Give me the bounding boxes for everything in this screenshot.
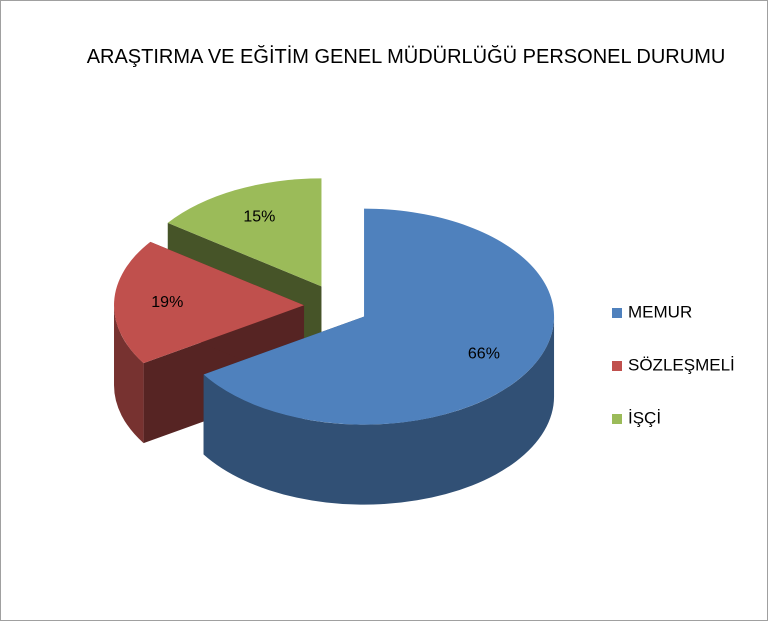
data-label: 15%: [243, 208, 275, 225]
chart-title: ARAŞTIRMA VE EĞİTİM GENEL MÜDÜRLÜĞÜ PERS…: [86, 46, 726, 68]
slice-side: [114, 305, 144, 444]
slice-side: [203, 316, 555, 505]
data-label: 66%: [468, 345, 500, 362]
legend-swatch: [612, 308, 622, 318]
legend-swatch: [612, 361, 622, 371]
slice: [203, 208, 555, 425]
data-label: 19%: [151, 294, 183, 311]
legend-label: İŞÇİ: [628, 408, 661, 427]
legend-label: MEMUR: [628, 302, 692, 321]
legend-swatch: [612, 414, 622, 424]
legend-label: SÖZLEŞMELİ: [628, 355, 735, 374]
slice: [114, 241, 305, 364]
slice: [167, 178, 322, 287]
